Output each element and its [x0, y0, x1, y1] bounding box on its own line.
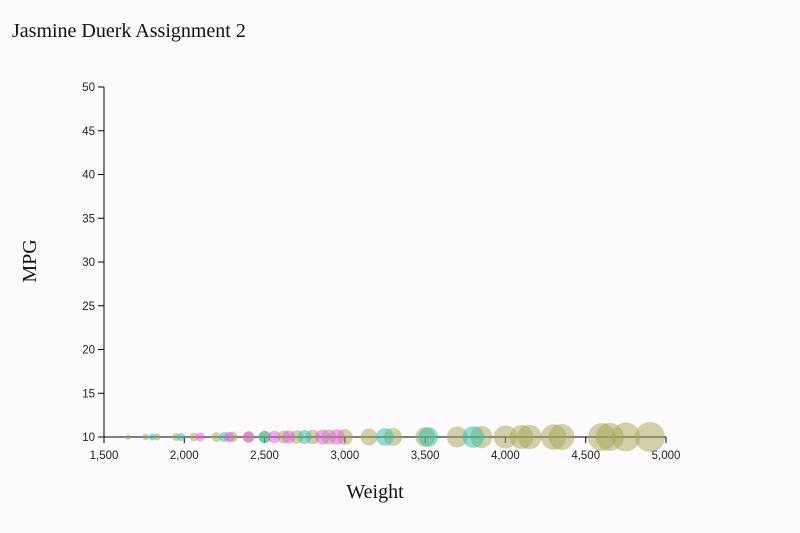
x-tick-label: 1,500: [90, 450, 119, 462]
data-point: [314, 429, 330, 445]
data-point: [223, 431, 235, 443]
page-title: Jasmine Duerk Assignment 2: [12, 20, 246, 42]
x-tick-label: 2,000: [170, 450, 199, 462]
y-tick-label: 10: [82, 432, 95, 444]
data-point: [242, 431, 255, 443]
y-tick-label: 30: [82, 257, 95, 269]
data-point: [267, 430, 281, 444]
data-point: [297, 429, 312, 445]
y-tick-label: 50: [82, 82, 95, 94]
y-tick-label: 45: [82, 126, 95, 138]
y-tick-label: 20: [82, 345, 95, 357]
x-tick-label: 4,000: [491, 450, 520, 462]
data-point: [125, 433, 132, 441]
x-axis-title: Weight: [346, 481, 404, 503]
data-point: [176, 432, 186, 442]
y-axis: 10 15 20 25 30 35 40 45 50: [82, 82, 105, 444]
x-tick-label: 2,500: [250, 450, 279, 462]
data-point: [142, 433, 150, 441]
data-point: [148, 433, 156, 441]
y-tick-label: 40: [82, 170, 95, 182]
x-tick-label: 3,500: [411, 450, 440, 462]
x-tick-label: 4,500: [571, 450, 600, 462]
data-point: [376, 428, 394, 446]
data-point: [360, 428, 378, 446]
data-point: [634, 421, 666, 453]
data-points: [125, 421, 666, 453]
y-axis-title: MPG: [19, 239, 41, 282]
y-tick-label: 15: [82, 388, 95, 400]
data-point: [328, 429, 345, 445]
data-point: [195, 432, 206, 442]
data-point: [418, 426, 439, 448]
x-tick-label: 3,000: [330, 450, 359, 462]
x-tick-label: 5,000: [652, 450, 681, 462]
y-tick-label: 35: [82, 213, 95, 225]
data-point: [281, 430, 296, 444]
data-point: [548, 423, 575, 451]
data-point: [517, 424, 542, 450]
data-point: [462, 425, 485, 449]
y-tick-label: 25: [82, 301, 95, 313]
